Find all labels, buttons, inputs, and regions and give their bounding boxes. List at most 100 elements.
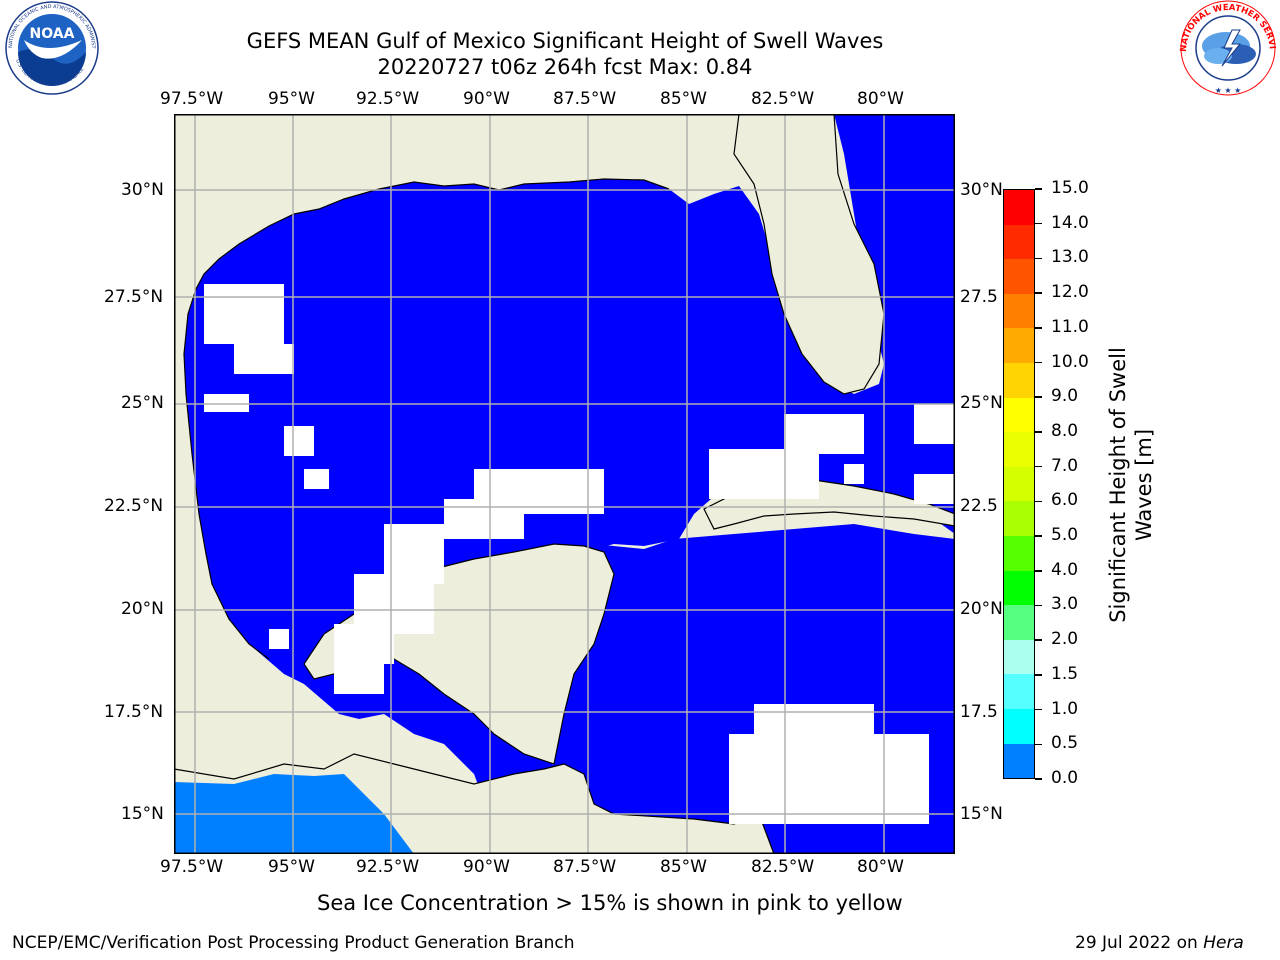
colorbar-segment xyxy=(1004,501,1034,536)
lon-label-bottom: 85°W xyxy=(660,857,707,877)
lat-label-left: 22.5°N xyxy=(104,496,164,516)
colorbar-tick-mark xyxy=(1035,743,1042,746)
lat-label-left: 20°N xyxy=(121,599,164,619)
colorbar-tick-mark xyxy=(1035,361,1042,364)
colorbar-tick-label: 11.0 xyxy=(1051,316,1089,337)
colorbar-segment xyxy=(1004,432,1034,467)
colorbar-tick-mark xyxy=(1035,535,1042,537)
colorbar-tick-mark xyxy=(1035,396,1042,398)
lat-label-left: 17.5°N xyxy=(104,702,164,722)
lat-label-left: 25°N xyxy=(121,393,164,413)
noaa-logo: NOAA NATIONAL OCEANIC AND ATMOSPHERIC AD… xyxy=(0,0,102,100)
lon-label-top: 80°W xyxy=(857,89,904,109)
map-subtitle: 20220727 t06z 264h fcst Max: 0.84 xyxy=(377,55,753,79)
lon-label-top: 85°W xyxy=(660,89,707,109)
colorbar-tick-mark xyxy=(1035,188,1042,190)
colorbar-tick-mark xyxy=(1035,778,1042,780)
colorbar-tick-mark xyxy=(1035,465,1042,468)
colorbar-segment xyxy=(1004,259,1034,294)
colorbar-tick-label: 0.0 xyxy=(1051,768,1079,788)
colorbar-tick-mark xyxy=(1035,708,1042,711)
north-coastline xyxy=(183,178,670,395)
lon-label-top: 87.5°W xyxy=(553,89,617,109)
colorbar-tick-mark xyxy=(1035,674,1042,676)
gridlines xyxy=(174,114,955,854)
colorbar-tick-label: 1.5 xyxy=(1051,663,1079,684)
colorbar-tick-label: 14.0 xyxy=(1051,212,1089,233)
colorbar-tick-label: 9.0 xyxy=(1051,386,1079,407)
colorbar-tick-mark xyxy=(1035,257,1042,260)
colorbar-tick-label: 13.0 xyxy=(1051,247,1089,268)
colorbar-tick-mark xyxy=(1035,222,1042,225)
colorbar-segment xyxy=(1004,535,1034,571)
colorbar-tick-label: 15.0 xyxy=(1051,178,1089,198)
colorbar-tick-label: 7.0 xyxy=(1051,455,1079,476)
lon-label-top: 82.5°W xyxy=(751,89,815,109)
colorbar-label-line1: Significant Height of Swell xyxy=(1106,347,1130,623)
lon-label-bottom: 97.5°W xyxy=(160,857,224,877)
map-panel xyxy=(173,113,956,855)
colorbar-tick-label: 1.0 xyxy=(1051,698,1079,719)
colorbar-tick-label: 12.0 xyxy=(1051,282,1089,303)
colorbar xyxy=(1003,189,1035,779)
lon-label-top: 97.5°W xyxy=(160,89,224,109)
footer-host: Hera xyxy=(1203,933,1244,953)
lon-label-top: 95°W xyxy=(268,89,315,109)
no-data-patches xyxy=(204,284,954,824)
colorbar-tick-mark xyxy=(1035,292,1042,294)
lat-label-right: 25°N xyxy=(960,393,1003,413)
lon-label-bottom: 90°W xyxy=(463,857,510,877)
lat-label-right: 15°N xyxy=(960,804,1003,824)
colorbar-segment xyxy=(1004,466,1034,502)
colorbar-tick-label: 3.0 xyxy=(1051,594,1079,615)
svg-text:★ ★ ★: ★ ★ ★ xyxy=(1215,86,1242,95)
colorbar-label: Significant Height of Swell Waves [m] xyxy=(1103,190,1159,780)
colorbar-segment xyxy=(1004,605,1034,640)
colorbar-segment xyxy=(1004,328,1034,363)
colorbar-ticks: 15.0 14.0 13.0 12.0 11.0 10.0 9.0 8.0 7.0 6.0 5.0 4… xyxy=(1035,178,1115,790)
lat-label-right: 17.5 xyxy=(960,702,998,722)
colorbar-segment xyxy=(1004,708,1034,744)
colorbar-segment xyxy=(1004,570,1034,606)
colorbar-tick-mark xyxy=(1035,500,1042,503)
florida-land xyxy=(733,113,885,395)
colorbar-tick-label: 8.0 xyxy=(1051,420,1079,441)
lon-label-bottom: 92.5°W xyxy=(356,857,420,877)
lon-label-bottom: 95°W xyxy=(268,857,315,877)
lon-label-bottom: 87.5°W xyxy=(553,857,617,877)
lat-label-right: 20°N xyxy=(960,599,1003,619)
colorbar-tick-mark xyxy=(1035,570,1042,572)
colorbar-tick-label: 4.0 xyxy=(1051,559,1079,580)
colorbar-segment xyxy=(1004,190,1034,225)
lat-label-left: 15°N xyxy=(121,804,164,824)
lat-label-right: 27.5 xyxy=(960,287,998,307)
footer-branch: NCEP/EMC/Verification Post Processing Pr… xyxy=(12,933,575,953)
colorbar-tick-mark xyxy=(1035,639,1042,641)
colorbar-segment xyxy=(1004,397,1034,433)
colorbar-tick-mark xyxy=(1035,327,1042,329)
colorbar-segment xyxy=(1004,293,1034,329)
lat-label-left: 30°N xyxy=(121,180,164,200)
footer-date-text: 29 Jul 2022 on xyxy=(1075,933,1198,953)
lon-label-bottom: 82.5°W xyxy=(751,857,815,877)
colorbar-segment xyxy=(1004,674,1034,709)
colorbar-tick-label: 5.0 xyxy=(1051,525,1079,546)
colorbar-tick-label: 10.0 xyxy=(1051,351,1089,372)
colorbar-segment xyxy=(1004,224,1034,260)
lon-label-top: 90°W xyxy=(463,89,510,109)
colorbar-tick-mark xyxy=(1035,431,1042,433)
colorbar-tick-mark xyxy=(1035,604,1042,607)
gulf-map xyxy=(173,113,956,855)
colorbar-label-line2: Waves [m] xyxy=(1132,428,1156,542)
map-title: GEFS MEAN Gulf of Mexico Significant Hei… xyxy=(246,29,884,53)
colorbar-segment xyxy=(1004,639,1034,675)
colorbar-tick-label: 2.0 xyxy=(1051,629,1079,650)
sea-ice-note: Sea Ice Concentration > 15% is shown in … xyxy=(317,891,903,915)
lat-label-right: 30°N xyxy=(960,180,1003,200)
colorbar-segment xyxy=(1004,362,1034,398)
colorbar-segment xyxy=(1004,743,1034,779)
noaa-logo-text: NOAA xyxy=(30,26,75,42)
colorbar-tick-label: 6.0 xyxy=(1051,490,1079,511)
map-frame xyxy=(174,114,955,854)
mexico-coastline xyxy=(185,393,270,660)
